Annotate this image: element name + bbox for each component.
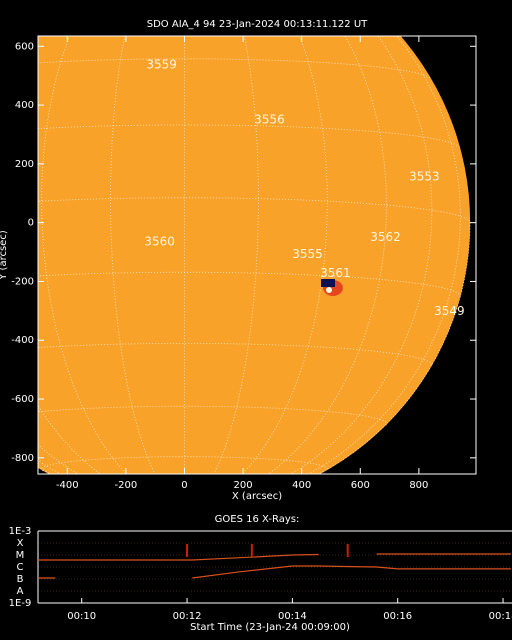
x-tick-label: 00:12 <box>173 611 202 622</box>
sun-image <box>38 36 471 474</box>
y-tick-label: X <box>17 538 24 549</box>
heliographic-grid <box>41 36 128 474</box>
y-tick-label: B <box>17 574 24 585</box>
map-title: SDO AIA_4 94 23-Jan-2024 00:13:11.122 UT <box>147 19 368 30</box>
heliographic-grid <box>38 343 433 366</box>
heliographic-grid <box>213 36 259 474</box>
goes-title: GOES 16 X-Rays: <box>215 514 300 525</box>
region-label: 3559 <box>146 57 177 71</box>
heliographic-grid <box>307 36 461 474</box>
y-tick-label: -200 <box>11 276 34 287</box>
region-label: 3562 <box>370 230 401 244</box>
y-tick-label: 0 <box>28 218 34 229</box>
x-tick-label: 400 <box>292 480 311 491</box>
plot-frame <box>37 35 477 475</box>
heliographic-grid <box>41 456 328 472</box>
x-tick-label: -200 <box>115 480 138 491</box>
y-tick-label: 1E-9 <box>9 598 32 609</box>
flare-core-bright <box>326 287 332 293</box>
x-tick-label: 00:16 <box>383 611 412 622</box>
goes-x-label: Start Time (23-Jan-24 00:09:00) <box>190 622 350 633</box>
y-tick-label: -800 <box>11 453 34 464</box>
heliographic-grid <box>110 36 156 474</box>
x-tick-label: 00:18 <box>489 611 512 622</box>
x-tick-label: 00:14 <box>278 611 307 622</box>
y-tick-label: 1E-3 <box>9 526 32 537</box>
xray-line <box>38 565 511 579</box>
region-label: 3556 <box>254 112 285 126</box>
y-axis-label: Y (arcsec) <box>0 230 9 281</box>
y-tick-label: -600 <box>11 394 34 405</box>
xray-line <box>38 553 511 561</box>
region-label: 3553 <box>409 169 440 183</box>
heliographic-grid <box>267 36 387 474</box>
region-label: 3555 <box>292 247 323 261</box>
x-tick-label: 0 <box>181 480 187 491</box>
x-tick-label: 800 <box>409 480 428 491</box>
x-axis-label: X (arcsec) <box>232 491 282 502</box>
y-tick-label: 200 <box>15 159 34 170</box>
y-tick-label: A <box>17 586 24 597</box>
region-label: 3560 <box>144 234 175 248</box>
y-tick-label: -400 <box>11 335 34 346</box>
x-tick-label: 600 <box>351 480 370 491</box>
x-tick-label: 00:10 <box>67 611 96 622</box>
y-tick-label: 600 <box>15 41 34 52</box>
region-label: 3549 <box>434 304 465 318</box>
y-tick-label: 400 <box>15 100 34 111</box>
heliographic-grid <box>38 197 471 223</box>
region-label: 3561 <box>320 266 351 280</box>
x-tick-label: 200 <box>234 480 253 491</box>
y-tick-label: C <box>17 562 24 573</box>
solar-disk <box>38 36 471 474</box>
flare-core-dark <box>321 279 335 287</box>
y-tick-label: M <box>16 550 25 561</box>
x-tick-label: -400 <box>56 480 79 491</box>
